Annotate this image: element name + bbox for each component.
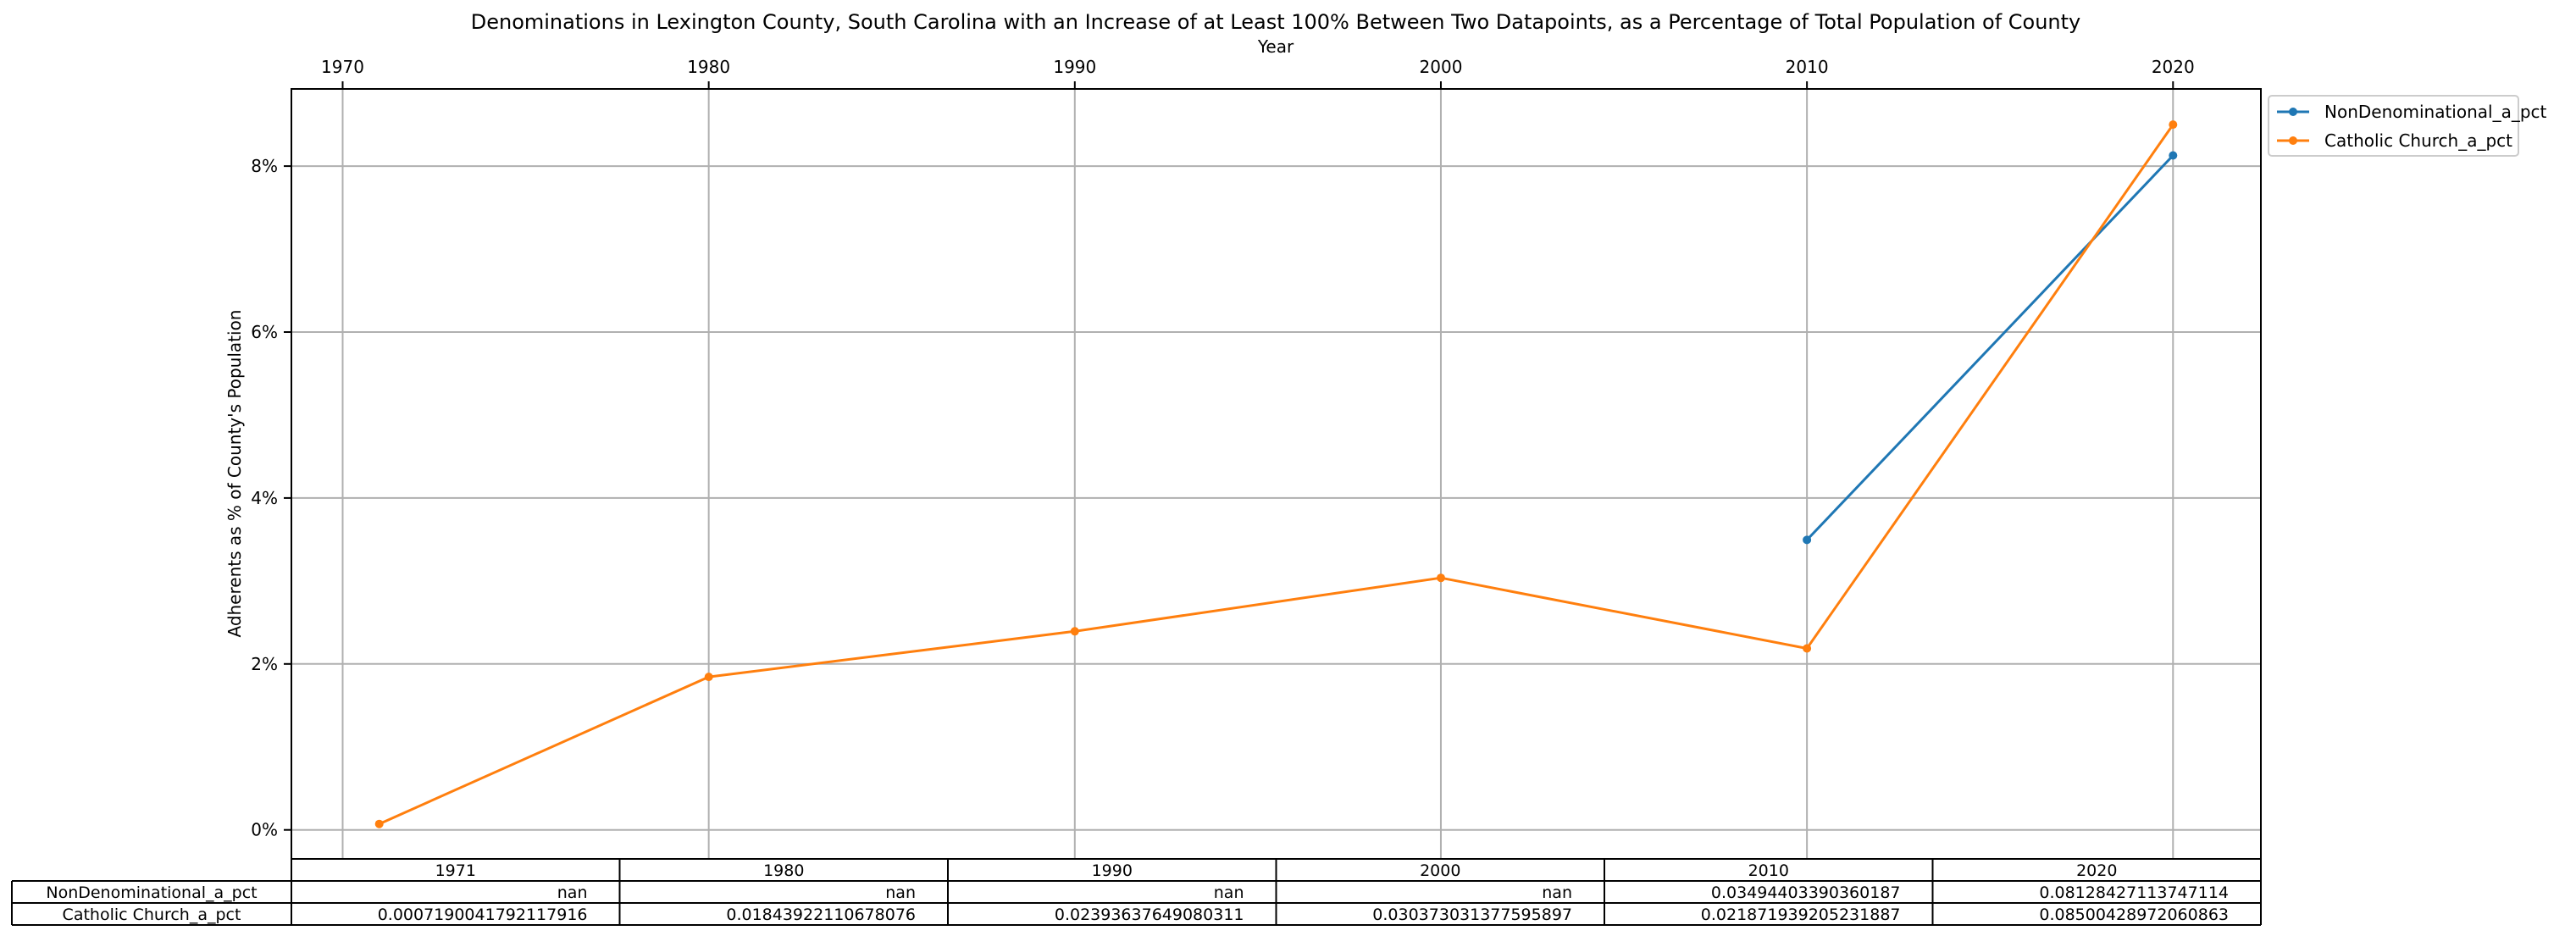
x-tick-label: 1990 (1053, 57, 1096, 77)
grid-layer (291, 89, 2261, 859)
table-column-header: 1971 (435, 861, 476, 880)
series-line-1 (1806, 154, 2174, 541)
table-row-label: Catholic Church_a_pct (63, 906, 241, 924)
data-table: 1971 1980 1990 2000 2010 2020 NonDenominationa… (11, 858, 2262, 926)
y-tick-label: 8% (251, 156, 278, 176)
legend-label: NonDenominational_a_pct (2324, 102, 2547, 122)
table-row-label: NonDenominational_a_pct (46, 883, 257, 902)
legend-swatch-marker (2289, 136, 2297, 145)
legend-items: NonDenominational_a_pct Catholic Church_a… (2277, 102, 2547, 151)
y-tick-label: 4% (251, 488, 278, 508)
table-cell: 0.02393637649080311 (1055, 906, 1244, 924)
table-cell: nan (557, 883, 588, 902)
axis-layer: 1970 1980 1990 2000 2010 2020 0% 2% 4% 6% 8% (251, 57, 2194, 840)
y-axis-label: Adherents as % of County's Population (224, 309, 245, 637)
x-tick-label: 1970 (321, 57, 364, 77)
legend-label: Catholic Church_a_pct (2324, 130, 2512, 151)
series-layer (374, 120, 2178, 828)
table-column-header: 2000 (1420, 861, 1460, 880)
x-tick-label: 2010 (1786, 57, 1829, 77)
legend-swatch-marker (2289, 108, 2297, 116)
table-cell: 0.021871939205231887 (1701, 906, 1901, 924)
series-point-2 (1803, 644, 1812, 653)
table-cell: 0.08128427113747114 (2039, 883, 2229, 902)
y-tick-label: 6% (251, 322, 278, 342)
series-point-2 (374, 819, 384, 828)
table-column-header: 2010 (1748, 861, 1789, 880)
legend-frame (2268, 95, 2519, 157)
table-cell: 0.08500428972060863 (2039, 906, 2229, 924)
series-point-2 (1437, 573, 1445, 583)
series-point-1 (2169, 151, 2178, 160)
x-tick-label: 2000 (1420, 57, 1463, 77)
table-cell: 0.030373031377595897 (1372, 906, 1572, 924)
table-column-header: 1990 (1092, 861, 1133, 880)
legend: NonDenominational_a_pct Catholic Church_a… (2268, 95, 2547, 157)
y-tick-label: 2% (251, 654, 278, 674)
table-cell: nan (1214, 883, 1244, 902)
table-cell: nan (1542, 883, 1572, 902)
table-cell: 0.0007190041792117916 (378, 906, 588, 924)
table-column-header: 1980 (763, 861, 804, 880)
x-tick-label: 2020 (2152, 57, 2195, 77)
series-line-2 (379, 124, 2174, 826)
table-column-header: 2020 (2076, 861, 2117, 880)
y-tick-label: 0% (251, 820, 278, 840)
table-cell: 0.03494403390360187 (1711, 883, 1901, 902)
chart-title: Denominations in Lexington County, South… (471, 10, 2081, 34)
table-cell: 0.01843922110678076 (726, 906, 916, 924)
series-point-2 (704, 673, 713, 682)
series-point-1 (1803, 535, 1812, 545)
x-axis-label: Year (1257, 36, 1294, 57)
table-cell: nan (885, 883, 916, 902)
series-point-2 (2169, 120, 2178, 130)
series-point-2 (1070, 627, 1079, 636)
x-tick-label: 1980 (687, 57, 730, 77)
plot-frame (291, 88, 2262, 860)
